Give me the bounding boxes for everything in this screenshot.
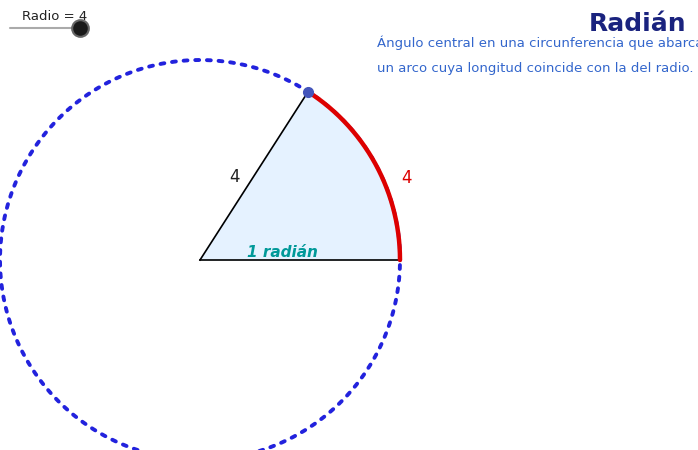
Text: 4: 4 [229,168,239,186]
Text: Ángulo central en una circunferencia que abarca: Ángulo central en una circunferencia que… [377,35,698,50]
Text: Radián: Radián [588,12,686,36]
Text: un arco cuya longitud coincide con la del radio.: un arco cuya longitud coincide con la de… [377,62,693,75]
Text: 1 radián: 1 radián [247,245,318,260]
Text: 4: 4 [401,169,411,187]
Text: Radio = 4: Radio = 4 [22,10,88,23]
Polygon shape [200,92,400,260]
